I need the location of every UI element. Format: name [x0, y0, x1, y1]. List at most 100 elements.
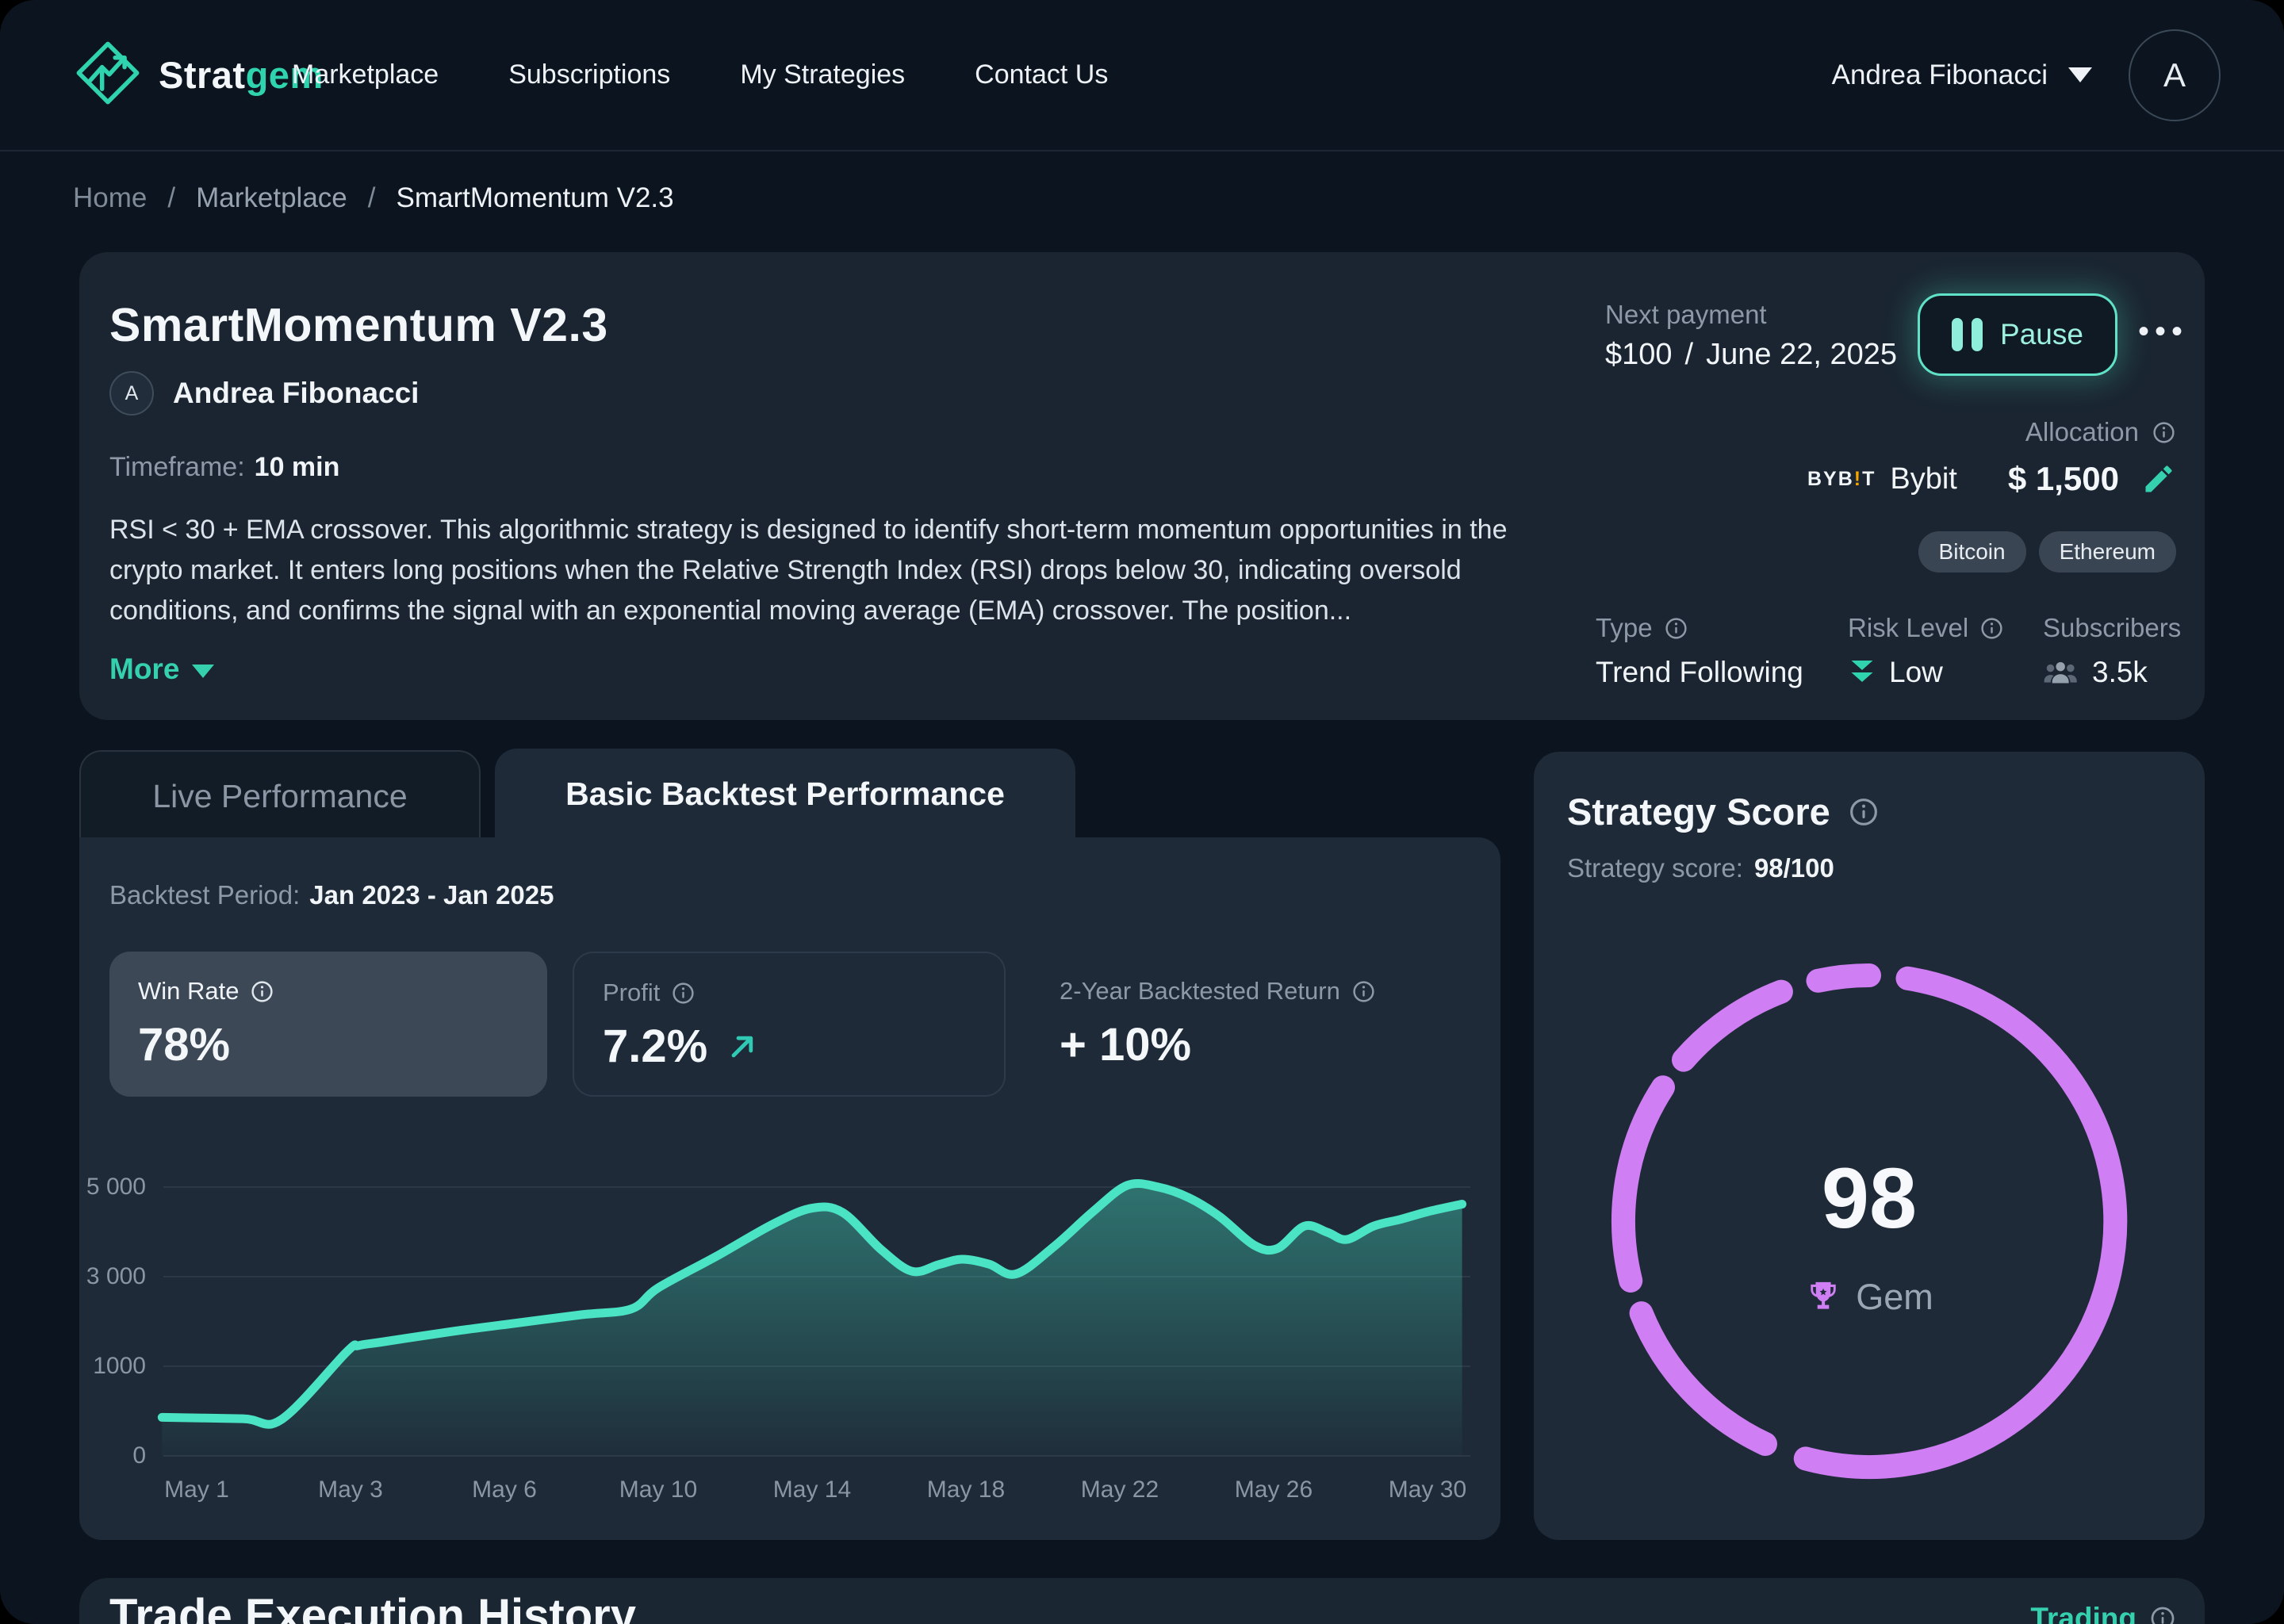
nav-menu: Marketplace Subscriptions My Strategies …: [292, 0, 1108, 150]
x-axis-label: May 3: [318, 1477, 383, 1503]
risk-block: Risk Level Low: [1848, 613, 2004, 689]
tab-basic-backtest-performance[interactable]: Basic Backtest Performance: [495, 749, 1075, 839]
strategy-score-text: Strategy score: 98/100: [1567, 853, 1834, 883]
y-axis-label: 3 000: [86, 1263, 146, 1289]
bybit-logo-icon: BYB!T: [1807, 467, 1876, 490]
asset-tag-bitcoin[interactable]: Bitcoin: [1918, 531, 2026, 573]
nav-user-area: Andrea Fibonacci A: [1832, 0, 2221, 150]
y-axis-label: 0: [132, 1442, 146, 1469]
type-value: Trend Following: [1596, 656, 1803, 688]
backtested-return-value: + 10%: [1060, 1019, 1192, 1071]
trade-history-title: Trade Execution History: [109, 1590, 636, 1624]
score-center-value: 98: [1821, 1150, 1918, 1246]
next-payment-label: Next payment: [1605, 300, 1767, 329]
score-gauge: [1600, 952, 2139, 1491]
info-icon[interactable]: [1351, 979, 1376, 1004]
author-avatar: A: [109, 371, 154, 416]
y-axis-label: 1000: [93, 1353, 146, 1379]
stat-card-win-rate[interactable]: Win Rate 78%: [109, 952, 547, 1097]
next-payment-value: $100 / June 22, 2025: [1605, 338, 1897, 372]
backtest-period: Backtest Period: Jan 2023 - Jan 2025: [109, 880, 554, 910]
asset-tag-ethereum[interactable]: Ethereum: [2038, 531, 2176, 573]
strategy-score-title: Strategy Score: [1567, 791, 1830, 833]
pause-icon: [1952, 318, 1983, 351]
x-axis-label: May 14: [772, 1477, 852, 1503]
x-axis-label: May 1: [164, 1477, 229, 1503]
type-block: Type Trend Following: [1596, 613, 1803, 688]
chart-line: [157, 1179, 1467, 1429]
author-name: Andrea Fibonacci: [173, 377, 420, 409]
breadcrumb-current: SmartMomentum V2.3: [396, 182, 674, 213]
nav-item-subscriptions[interactable]: Subscriptions: [508, 59, 671, 90]
info-icon[interactable]: [250, 979, 274, 1004]
breadcrumb-separator: /: [167, 182, 176, 213]
arrow-up-right-icon: [723, 1028, 761, 1066]
win-rate-value: 78%: [138, 1019, 231, 1071]
strategy-score-card: Strategy Score Strategy score: 98/100 98 …: [1534, 752, 2205, 1540]
risk-low-chevrons-icon: [1848, 659, 1876, 686]
trophy-icon: [1805, 1279, 1841, 1316]
stratgem-diamond-icon: [73, 38, 143, 112]
info-icon[interactable]: [2149, 1605, 2176, 1624]
strategy-header-card: SmartMomentum V2.3 A Andrea Fibonacci Ti…: [79, 252, 2205, 720]
brand-logo[interactable]: Stratgem: [73, 0, 324, 150]
y-axis-label: 5 000: [86, 1174, 146, 1200]
risk-value: Low: [1889, 656, 1943, 688]
next-payment-amount: $100: [1605, 338, 1673, 371]
pause-button[interactable]: Pause: [1918, 293, 2117, 376]
allocation-row: BYB!T Bybit $ 1,500: [1807, 460, 2176, 498]
next-payment-separator: /: [1684, 338, 1694, 371]
stat-card-profit[interactable]: Profit 7.2%: [573, 952, 1006, 1097]
info-icon[interactable]: [2152, 420, 2176, 445]
breadcrumb-marketplace[interactable]: Marketplace: [196, 182, 347, 213]
nav-item-marketplace[interactable]: Marketplace: [292, 59, 439, 90]
timeframe-value: 10 min: [254, 452, 340, 482]
stat-block-backtested-return: 2-Year Backtested Return + 10%: [1031, 952, 1507, 1097]
edit-pencil-icon[interactable]: [2141, 462, 2176, 496]
more-toggle[interactable]: More: [109, 653, 215, 686]
exchange-name: Bybit: [1890, 462, 1957, 496]
score-badge: Gem: [1534, 1277, 2205, 1318]
info-icon[interactable]: [1848, 796, 1880, 828]
nav-item-my-strategies[interactable]: My Strategies: [740, 59, 906, 90]
trading-link[interactable]: Trading: [2030, 1602, 2176, 1624]
trade-history-card: Trade Execution History Trading: [79, 1578, 2205, 1624]
nav-item-contact-us[interactable]: Contact Us: [975, 59, 1109, 90]
x-axis-label: May 26: [1234, 1477, 1313, 1503]
chart-area-fill: [162, 1183, 1462, 1456]
page-title: SmartMomentum V2.3: [109, 299, 608, 351]
timeframe: Timeframe: 10 min: [109, 452, 340, 482]
breadcrumb-home[interactable]: Home: [73, 182, 148, 213]
author-row: A Andrea Fibonacci: [109, 371, 419, 416]
subscribers-block: Subscribers 3.5k: [2043, 613, 2182, 688]
asset-tags: Bitcoin Ethereum: [1918, 531, 2176, 573]
allocation-label: Allocation: [2025, 417, 2176, 447]
next-payment-date: June 22, 2025: [1706, 338, 1897, 371]
avatar[interactable]: A: [2129, 29, 2221, 121]
strategy-description: RSI < 30 + EMA crossover. This algorithm…: [109, 515, 1508, 626]
x-axis-label: May 22: [1080, 1477, 1159, 1503]
info-icon[interactable]: [671, 981, 696, 1005]
breadcrumb-separator: /: [367, 182, 376, 213]
subscribers-value: 3.5k: [2092, 656, 2148, 688]
x-axis-label: May 18: [926, 1477, 1006, 1503]
info-icon[interactable]: [1664, 616, 1688, 641]
subscribers-icon: [2043, 657, 2079, 688]
breadcrumb: Home / Marketplace / SmartMomentum V2.3: [73, 179, 674, 217]
x-axis-label: May 10: [619, 1477, 698, 1503]
top-nav: Stratgem Marketplace Subscriptions My St…: [0, 0, 2284, 151]
user-menu[interactable]: Andrea Fibonacci: [1832, 59, 2092, 91]
profit-value: 7.2%: [603, 1021, 708, 1072]
performance-area-chart[interactable]: [79, 837, 1500, 1540]
chevron-down-icon: [192, 664, 215, 678]
info-icon[interactable]: [1979, 616, 2004, 641]
chevron-down-icon: [2068, 67, 2092, 82]
brand-name: Stratgem: [159, 54, 324, 96]
tab-live-performance[interactable]: Live Performance: [79, 750, 481, 841]
allocation-value: $ 1,500: [2007, 460, 2119, 497]
x-axis-label: May 30: [1388, 1477, 1467, 1503]
score-ring-icon: [1611, 963, 2128, 1479]
more-options-button[interactable]: •••: [2138, 314, 2189, 349]
user-name: Andrea Fibonacci: [1831, 59, 2048, 90]
